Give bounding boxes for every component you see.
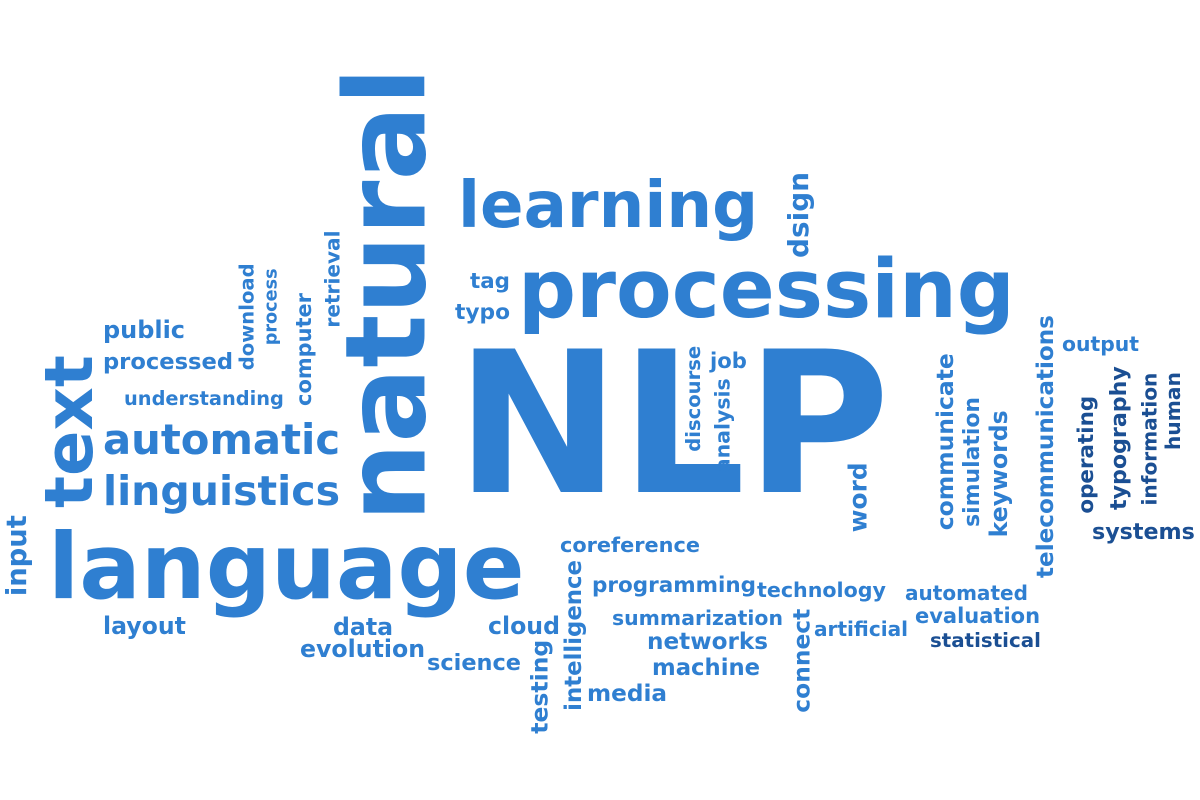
word-evaluation: evaluation [915, 602, 1041, 628]
word-processed: processed [103, 348, 234, 375]
word-communicate: communicate [930, 353, 959, 531]
word-automated: automated [905, 580, 1028, 605]
word-word: word [843, 461, 873, 532]
word-job: job [710, 348, 747, 373]
word-artificial: artificial [814, 616, 909, 641]
word-human: human [1160, 372, 1185, 451]
word-information: information [1136, 372, 1161, 505]
word-output: output [1062, 331, 1140, 356]
word-intelligence: intelligence [561, 559, 588, 711]
word-layout: layout [103, 612, 186, 640]
word-computer: computer [291, 292, 316, 406]
word-testing: testing [524, 639, 553, 734]
word-processing: processing [518, 242, 1015, 337]
word-cloud: cloud [488, 611, 561, 640]
word-summarization: summarization [612, 605, 783, 630]
word-retrieval: retrieval [319, 230, 344, 328]
word-tag: tag [470, 268, 510, 294]
word-machine: machine [652, 655, 761, 681]
word-understanding: understanding [124, 386, 284, 410]
word-typo: typo [455, 300, 511, 325]
word-data: data [333, 612, 394, 641]
word-typography: typography [1105, 366, 1132, 510]
word-programming: programming [592, 572, 757, 598]
word-text: text [29, 355, 108, 509]
word-linguistics: linguistics [103, 466, 341, 515]
word-keywords: keywords [984, 409, 1013, 537]
word-natural: natural [322, 67, 452, 522]
word-nlp: NLP [455, 309, 890, 539]
word-process: process [261, 267, 282, 345]
word-download: download [235, 262, 259, 370]
word-media: media [587, 679, 668, 707]
word-simulation: simulation [959, 397, 985, 527]
word-systems: systems [1092, 519, 1195, 545]
word-telecommunications: telecommunications [1032, 315, 1059, 578]
word-automatic: automatic [103, 415, 341, 464]
word-operating: operating [1074, 395, 1100, 514]
word-input: input [1, 515, 33, 597]
word-language: language [48, 512, 525, 620]
word-analysis: analysis [710, 378, 735, 473]
word-discourse: discourse [681, 345, 705, 452]
word-networks: networks [647, 629, 768, 655]
word-coreference: coreference [560, 533, 700, 557]
word-evolution: evolution [300, 635, 426, 663]
word-learning: learning [458, 168, 759, 243]
word-connect: connect [786, 608, 815, 713]
word-statistical: statistical [930, 628, 1041, 652]
word-technology: technology [757, 578, 886, 602]
word-science: science [427, 650, 521, 676]
word-public: public [103, 315, 186, 344]
word-dsign: dsign [781, 171, 815, 258]
